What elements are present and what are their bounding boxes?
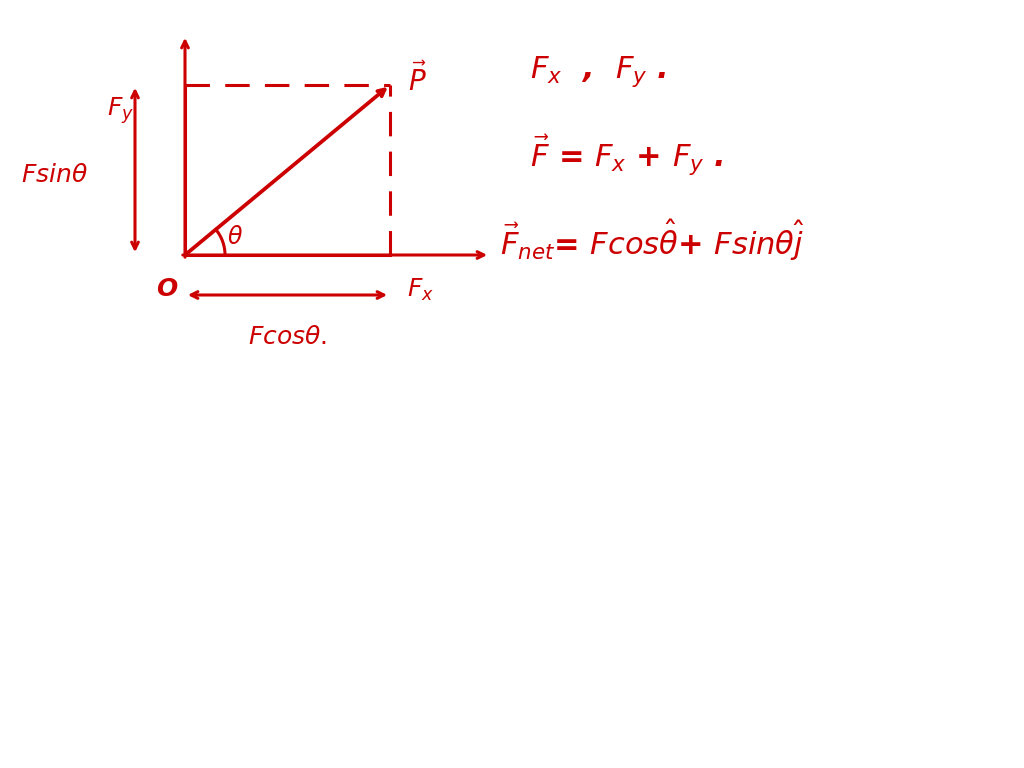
Text: $Fcos\theta.$: $Fcos\theta.$ xyxy=(248,325,327,349)
Text: $\vec{P}$: $\vec{P}$ xyxy=(408,63,427,97)
Text: $F_x$: $F_x$ xyxy=(407,277,433,303)
Text: $\vec{F}$ = $F_x$ + $F_y$ .: $\vec{F}$ = $F_x$ + $F_y$ . xyxy=(530,133,724,177)
Text: $Fsin\theta$: $Fsin\theta$ xyxy=(22,163,88,187)
Text: O: O xyxy=(157,277,177,301)
Text: $\theta$: $\theta$ xyxy=(227,225,243,249)
Text: $F_x$  ,  $F_y$ .: $F_x$ , $F_y$ . xyxy=(530,55,667,89)
Text: $F_y$: $F_y$ xyxy=(106,95,133,126)
Text: $\vec{F}_{net}$= $Fcos\hat{\theta}$+ $Fsin\theta\hat{j}$: $\vec{F}_{net}$= $Fcos\hat{\theta}$+ $Fs… xyxy=(500,217,805,263)
